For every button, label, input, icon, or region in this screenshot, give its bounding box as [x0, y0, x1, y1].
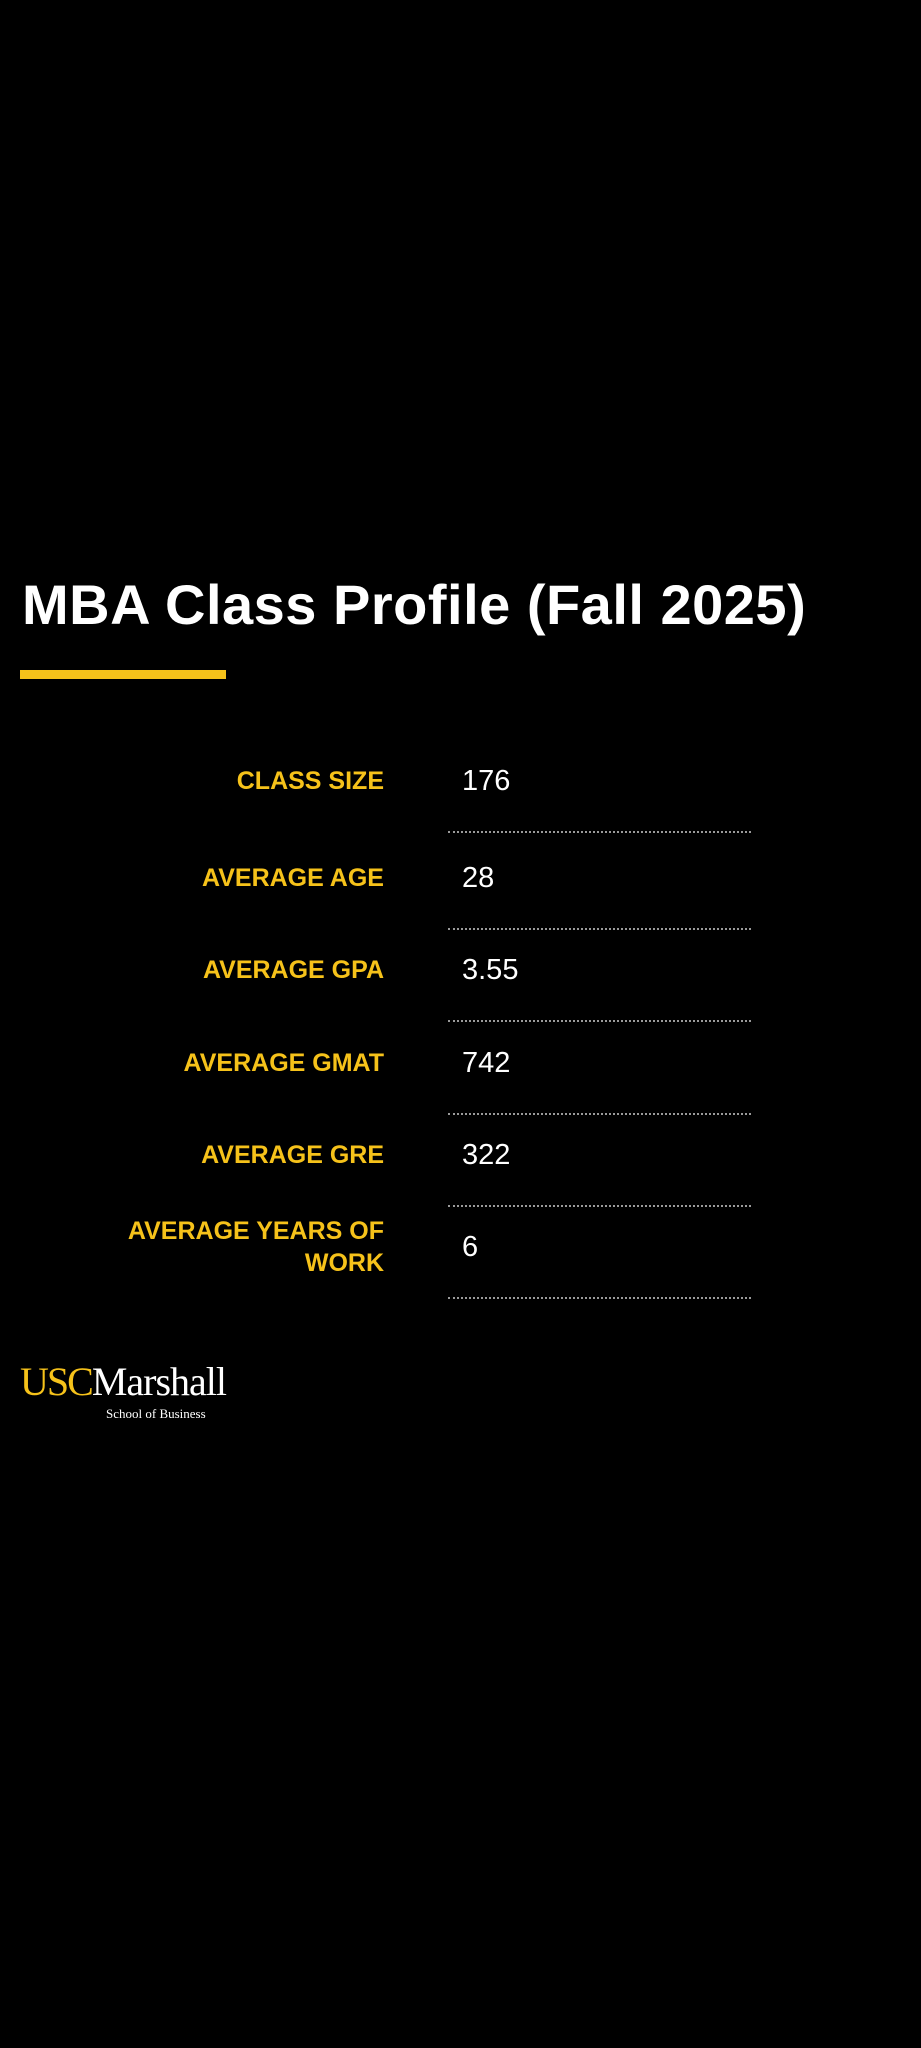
row-value: 28 — [462, 862, 495, 894]
row-label: CLASS SIZE — [236, 767, 384, 795]
row-value: 6 — [462, 1231, 479, 1263]
logo-usc: USC — [20, 1359, 94, 1404]
row-divider — [448, 928, 751, 930]
title: MBA Class Profile (Fall 2025) — [22, 573, 807, 636]
row-label: AVERAGE GPA — [202, 956, 384, 984]
title-underline — [20, 670, 226, 679]
row-divider — [448, 1020, 751, 1022]
row-label: AVERAGE GMAT — [183, 1049, 384, 1077]
row-divider — [448, 1205, 751, 1207]
logo-marshall: Marshall — [91, 1359, 227, 1404]
logo: USCMarshall School of Business — [20, 1358, 227, 1421]
row-divider — [448, 831, 751, 833]
row-label: AVERAGE GRE — [201, 1141, 384, 1169]
row-label: AVERAGE AGE — [202, 864, 384, 892]
row-value: 322 — [462, 1139, 511, 1171]
row-value: 176 — [462, 765, 511, 797]
row-value: 742 — [462, 1047, 511, 1079]
row-label: AVERAGE YEARS OF WORK — [127, 1217, 384, 1277]
logo-subtitle: School of Business — [106, 1406, 206, 1421]
row-divider — [448, 1113, 751, 1115]
row-divider — [448, 1297, 751, 1299]
row-value: 3.55 — [462, 954, 519, 986]
